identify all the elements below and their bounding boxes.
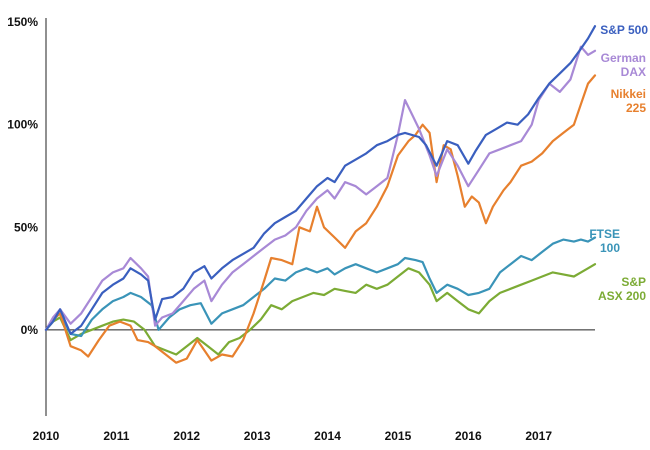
y-tick-label: 150% (7, 15, 38, 29)
axes: 0% 50% 100% 150% 2010 2011 2012 2013 2014 2015 201… (7, 15, 595, 443)
y-tick-label: 50% (14, 220, 38, 234)
series-line-nikkei-225 (44, 74, 597, 364)
series-label-sandp-asx-200: S&P ASX 200 (598, 275, 646, 303)
x-tick-label: 2011 (103, 429, 129, 443)
x-tick-label: 2014 (314, 429, 341, 443)
x-tick-label: 2015 (385, 429, 412, 443)
y-tick-label: 100% (7, 118, 38, 132)
x-tick-label: 2013 (244, 429, 271, 443)
series-labels: S&P 500 German DAX Nikkei 225 FTSE 100 S&P ASX 2… (589, 23, 648, 303)
series-label-german-dax: German DAX (601, 51, 646, 79)
y-tick-label: 0% (21, 323, 39, 337)
series-line-sandp-500 (44, 25, 597, 335)
series-label-ftse-100: FTSE 100 (589, 227, 620, 255)
series-label-nikkei-225: Nikkei 225 (611, 87, 647, 115)
x-tick-label: 2010 (33, 429, 60, 443)
series-line-ftse-100 (44, 236, 597, 338)
series-line-german-dax (44, 45, 597, 331)
x-tick-label: 2012 (173, 429, 200, 443)
series-line-sandp-asx-200 (44, 263, 597, 356)
x-tick-label: 2017 (525, 429, 552, 443)
series-label-sandp-500: S&P 500 (600, 23, 648, 37)
x-tick-label: 2016 (455, 429, 482, 443)
series-lines (44, 25, 597, 364)
